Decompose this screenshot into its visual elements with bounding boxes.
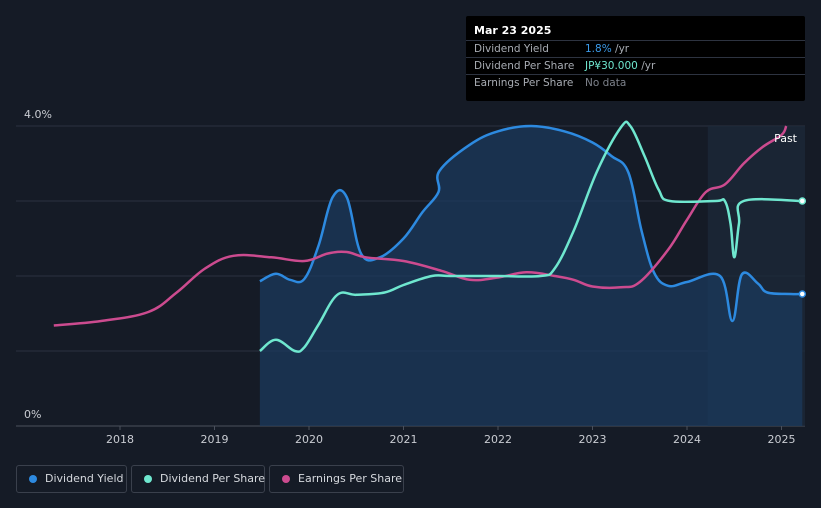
legend-label: Dividend Per Share <box>160 472 266 485</box>
x-tick-label: 2023 <box>579 433 607 446</box>
yield-line <box>259 124 803 323</box>
x-tick-label: 2018 <box>106 433 134 446</box>
x-tick-label: 2021 <box>390 433 418 446</box>
tooltip-date: Mar 23 2025 <box>474 24 552 37</box>
tooltip-label: Dividend Yield <box>474 43 549 55</box>
eps-line <box>53 125 788 327</box>
tooltip-value-unit: /yr <box>637 60 656 72</box>
x-axis-ticks: 2018 2019 2020 2021 2022 2023 2024 2025 <box>106 426 796 446</box>
tooltip-value: JP¥30.000 /yr <box>585 60 655 72</box>
tooltip-label: Earnings Per Share <box>474 77 574 89</box>
legend-label: Earnings Per Share <box>298 472 403 485</box>
x-tick-label: 2024 <box>673 433 701 446</box>
series-lines <box>53 120 803 353</box>
legend-earnings-per-share[interactable]: Earnings Per Share <box>269 465 404 493</box>
legend-dividend-yield[interactable]: Dividend Yield <box>16 465 127 493</box>
x-tick-label: 2020 <box>295 433 323 446</box>
dps-end-marker <box>798 197 807 205</box>
tooltip-row-dividend-per-share: Dividend Per Share JP¥30.000 /yr <box>466 57 805 75</box>
data-tooltip: Mar 23 2025 Dividend Yield 1.8% /yr Divi… <box>466 16 805 101</box>
tooltip-value-number: JP¥30.000 <box>585 60 638 72</box>
tooltip-row-dividend-yield: Dividend Yield 1.8% /yr <box>466 40 805 58</box>
dps-line <box>259 120 803 353</box>
tooltip-value-number: No data <box>585 77 627 89</box>
y-tick-label: 0% <box>24 408 41 421</box>
tooltip-value: No data <box>585 77 626 89</box>
yield-end-marker <box>798 290 807 298</box>
legend-dot-icon <box>144 475 152 483</box>
y-tick-label: 4.0% <box>24 108 52 121</box>
x-tick-label: 2019 <box>201 433 229 446</box>
tooltip-value-unit: /yr <box>611 43 630 55</box>
legend-label: Dividend Yield <box>45 472 124 485</box>
legend-dot-icon <box>29 475 37 483</box>
y-axis-ticks: 0% 4.0% <box>24 108 52 421</box>
tooltip-row-earnings-per-share: Earnings Per Share No data <box>466 74 805 92</box>
x-tick-label: 2022 <box>484 433 512 446</box>
tooltip-value: 1.8% /yr <box>585 43 629 55</box>
past-label: Past <box>774 132 798 145</box>
x-tick-label: 2025 <box>768 433 796 446</box>
legend-dot-icon <box>282 475 290 483</box>
legend-dividend-per-share[interactable]: Dividend Per Share <box>131 465 265 493</box>
series-end-markers <box>798 197 807 298</box>
tooltip-value-number: 1.8% <box>585 43 612 55</box>
tooltip-label: Dividend Per Share <box>474 60 575 72</box>
